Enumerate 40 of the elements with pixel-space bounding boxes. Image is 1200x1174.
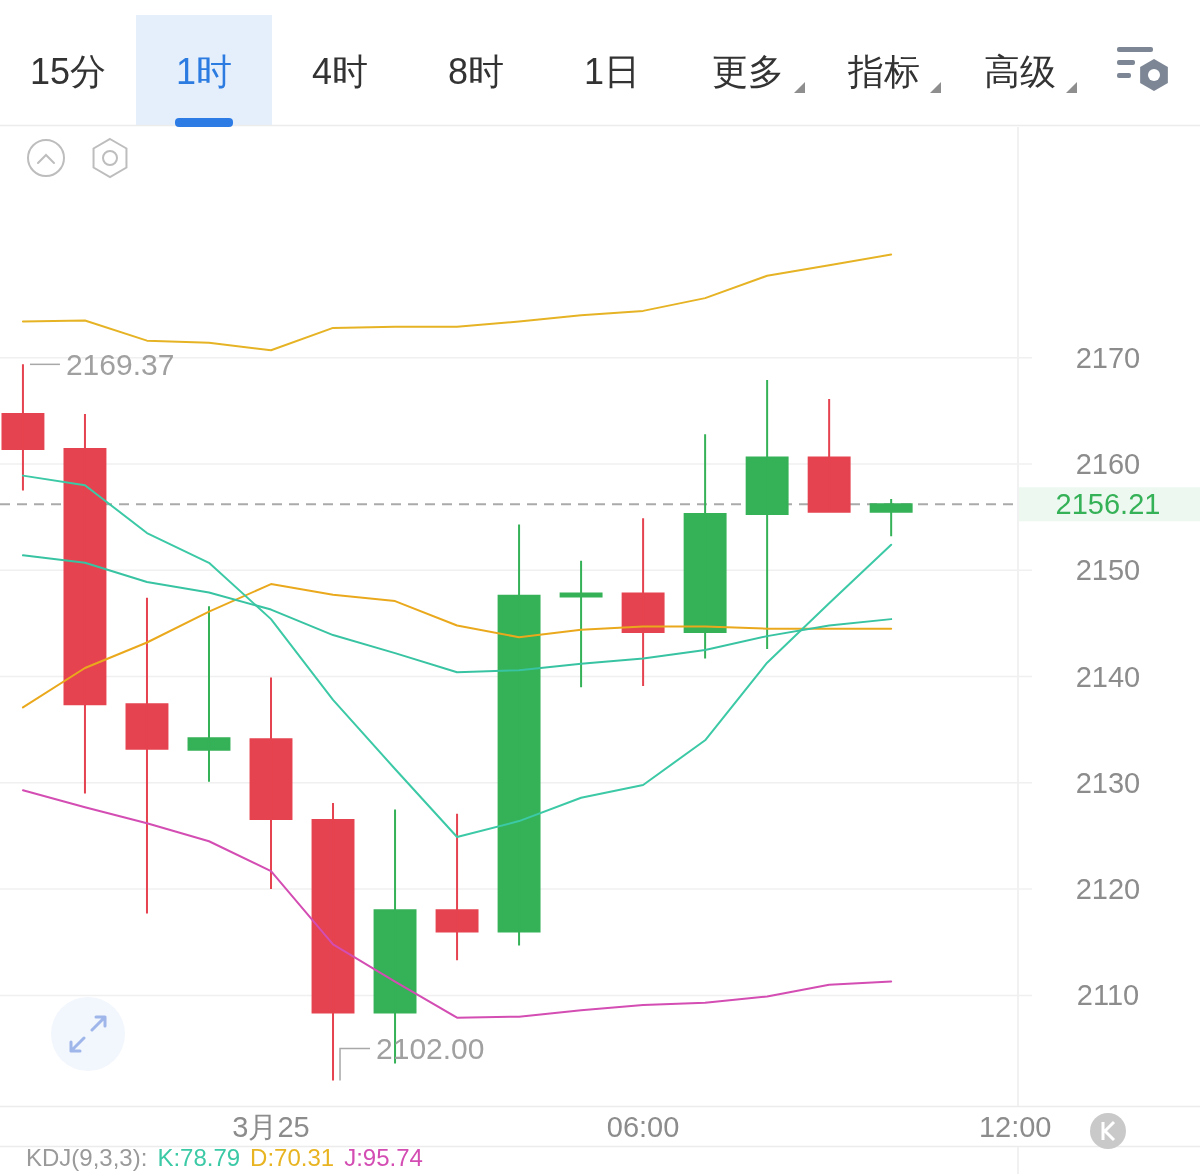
candlestick — [807, 398, 851, 513]
y-tick-label: 2150 — [1075, 554, 1141, 587]
candlestick — [621, 517, 665, 688]
text: 1日 — [583, 51, 641, 92]
y-tick-label: 2120 — [1075, 873, 1141, 906]
line-series — [21, 583, 893, 709]
candlestick — [125, 596, 169, 915]
text: J:95.74 — [344, 1144, 423, 1171]
text: 1时 — [175, 51, 233, 92]
text: K:78.79 — [157, 1144, 241, 1171]
annotation: 2169.37 — [65, 347, 175, 381]
text: 8时 — [447, 51, 505, 92]
text: KDJ(9,3,3): — [26, 1144, 148, 1171]
text: 高级 — [984, 51, 1056, 92]
y-tick-label: 2170 — [1075, 341, 1141, 374]
candlestick — [683, 433, 727, 660]
y-tick-label: 2130 — [1075, 766, 1141, 799]
candlestick — [869, 498, 913, 538]
y-tick-label: 2110 — [1076, 979, 1140, 1012]
candlestick — [435, 812, 479, 962]
y-tick-label: 2140 — [1075, 660, 1141, 693]
candlestick — [63, 412, 107, 795]
x-tick-label: 06:00 — [606, 1111, 680, 1143]
candlestick — [745, 378, 789, 650]
line-series — [21, 253, 893, 352]
y-tick-label: 2160 — [1075, 447, 1141, 480]
line-series — [21, 789, 893, 1019]
candlestick — [559, 559, 603, 689]
candlestick — [187, 605, 231, 783]
text: 更多 — [712, 51, 784, 92]
x-tick-label: 12:00 — [978, 1111, 1052, 1143]
text: D:70.31 — [250, 1144, 335, 1171]
text: 指标 — [847, 51, 920, 92]
ref-line-label: 2156.21 — [1055, 488, 1161, 521]
x-tick-label: 3月25 — [232, 1111, 310, 1143]
text: 15分 — [29, 51, 107, 92]
candlestick — [497, 523, 541, 947]
line-series — [21, 474, 893, 839]
candlestick — [249, 676, 293, 891]
text: 4时 — [311, 51, 369, 92]
